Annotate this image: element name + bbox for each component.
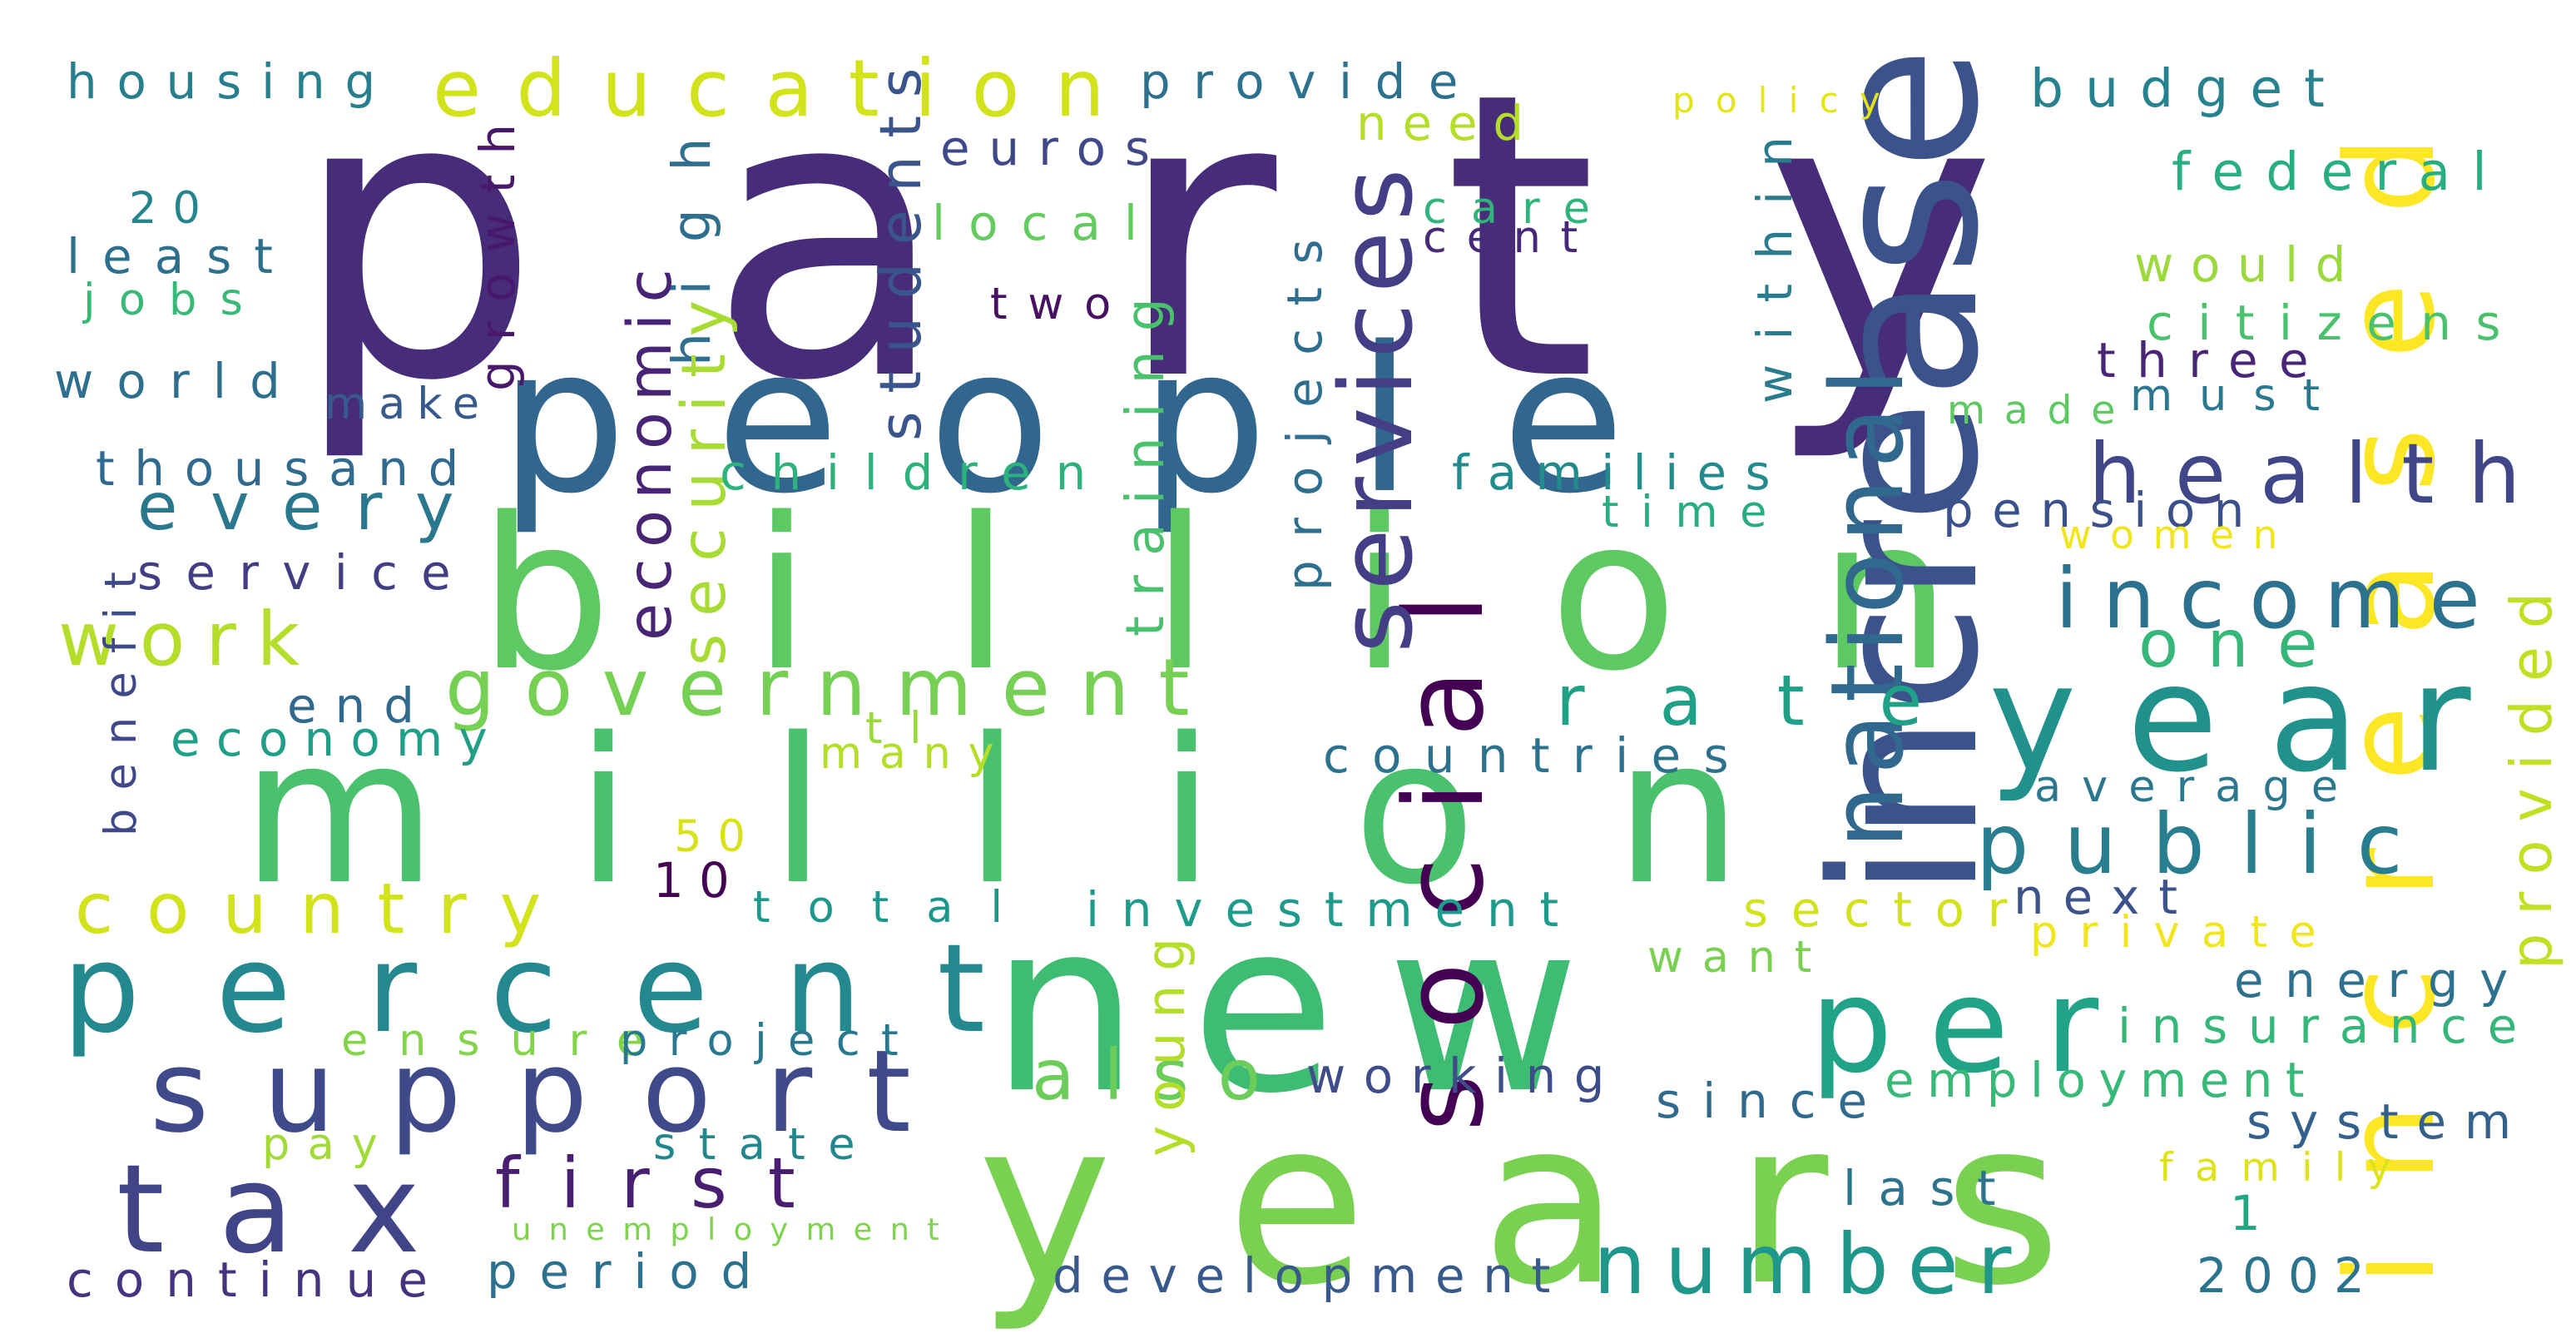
word-service: service: [137, 544, 474, 601]
word-families: families: [1452, 444, 1789, 501]
word-percent: percent: [62, 918, 1061, 1060]
word-end: end: [287, 677, 433, 734]
word-within: within: [1746, 112, 1803, 404]
word-made: made: [1947, 388, 2134, 434]
word-one: one: [2138, 606, 2346, 682]
word-policy: policy: [1672, 80, 1901, 121]
word-private: private: [2030, 907, 2338, 958]
word-years: years: [978, 1072, 2176, 1336]
word-budget: budget: [2030, 58, 2346, 119]
word-two: two: [990, 279, 1132, 330]
word-education: education: [433, 43, 1140, 135]
word-10: 10: [653, 852, 745, 909]
word-time: time: [1602, 487, 1789, 538]
word-family: family: [2159, 1145, 2413, 1191]
word-federal: federal: [2172, 141, 2509, 202]
word-2002: 2002: [2197, 1247, 2380, 1304]
word-pension: pension: [1943, 482, 2263, 538]
word-sector: sector: [1743, 881, 2030, 938]
word-thousand: thousand: [96, 440, 478, 497]
word-project: project: [620, 1015, 919, 1066]
word-government: government: [445, 642, 1219, 734]
word-1: 1: [2230, 1185, 2263, 1241]
word-make: make: [324, 379, 491, 429]
word-provide: provide: [1140, 53, 1481, 110]
word-unemployment: unemployment: [512, 1212, 957, 1247]
word-every: every: [137, 468, 487, 545]
word-20: 20: [129, 183, 216, 234]
word-investment: investment: [1086, 881, 1581, 938]
word-income: income: [2055, 550, 2504, 647]
word-since: since: [1656, 1073, 1889, 1129]
word-billion: billion: [478, 473, 2093, 717]
word-least: least: [67, 228, 295, 285]
word-cent: cent: [1423, 212, 1598, 263]
word-state: state: [653, 1119, 878, 1170]
word-students: students: [869, 50, 934, 441]
word-system: system: [2247, 1093, 2529, 1150]
word-per: per: [1810, 950, 2134, 1103]
word-new: new: [990, 870, 1631, 1145]
word-growth: growth: [469, 104, 526, 391]
word-euros: euros: [940, 120, 1169, 176]
word-average: average: [2034, 761, 2359, 812]
word-50: 50: [674, 811, 761, 862]
word-development: development: [1053, 1247, 1568, 1304]
word-people: people: [499, 304, 1714, 538]
word-public: public: [1976, 795, 2438, 893]
word-also: also: [1032, 1034, 1290, 1116]
word-health: health: [2088, 425, 2554, 523]
word-must: must: [2130, 370, 2346, 421]
word-national: national: [1810, 358, 1926, 849]
word-want: want: [1647, 932, 1830, 983]
word-tl: tl: [865, 703, 949, 754]
word-energy: energy: [2234, 952, 2529, 1008]
word-many: many: [820, 728, 1011, 779]
word-next: next: [2014, 869, 2197, 925]
word-housing: housing: [67, 53, 395, 110]
word-benefit: benefit: [96, 553, 146, 836]
word-world: world: [54, 353, 304, 409]
word-services: services: [1319, 158, 1435, 653]
word-pay: pay: [262, 1119, 395, 1170]
word-support: support: [150, 1026, 965, 1158]
word-jobs: jobs: [83, 275, 266, 325]
word-local: local: [932, 195, 1161, 251]
word-would: would: [2134, 236, 2363, 293]
word-rate: rate: [1556, 660, 1997, 741]
word-total: total: [753, 882, 1040, 933]
word-insurance: insurance: [2118, 998, 2538, 1054]
word-economic: economic: [615, 258, 686, 641]
word-last: last: [1843, 1160, 2018, 1217]
word-projects: projects: [1276, 216, 1333, 591]
word-tax: tax: [116, 1138, 474, 1281]
word-million: million: [241, 695, 1880, 929]
word-working: working: [1306, 1048, 1622, 1104]
word-ensure: ensure: [341, 1015, 674, 1066]
word-children: children: [720, 444, 1111, 501]
word-period: period: [487, 1243, 774, 1300]
word-women: women: [2059, 513, 2296, 558]
word-need: need: [1356, 95, 1539, 151]
word-number: number: [1593, 1216, 2030, 1313]
word-employment: employment: [1885, 1052, 2317, 1108]
word-three: three: [2097, 332, 2330, 389]
word-year: year: [1989, 632, 2521, 805]
word-first: first: [495, 1142, 836, 1224]
word-party: party: [291, 9, 2163, 467]
word-training: training: [1115, 279, 1176, 637]
word-provided: provided: [2499, 574, 2565, 969]
word-country: country: [75, 868, 574, 949]
word-citizens: citizens: [2147, 295, 2525, 351]
word-young: young: [1136, 924, 1196, 1157]
word-care: care: [1423, 183, 1614, 234]
word-continue: continue: [67, 1251, 449, 1308]
word-countries: countries: [1323, 727, 1751, 784]
word-work: work: [58, 597, 320, 683]
word-economy: economy: [171, 711, 503, 767]
